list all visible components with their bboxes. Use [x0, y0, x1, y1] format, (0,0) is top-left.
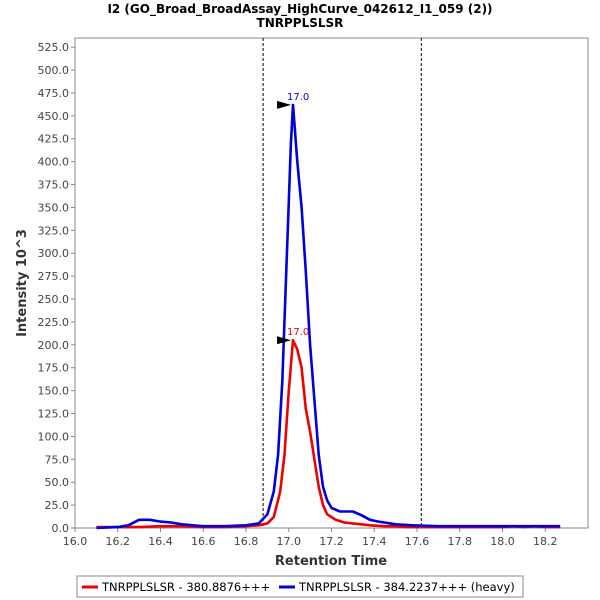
peak-label: 17.0	[287, 327, 309, 338]
x-axis-label: Retention Time	[275, 554, 387, 569]
x-tick-label: 16.0	[63, 535, 88, 548]
series-lines	[96, 103, 561, 530]
series-line-2	[96, 103, 561, 530]
y-tick-label: 75.0	[45, 453, 70, 466]
legend-box	[76, 575, 524, 598]
x-tick-label: 18.0	[490, 535, 515, 548]
legend-entry: TNRPPLSLSR - 380.8876+++	[101, 580, 270, 594]
y-tick-label: 350.0	[38, 201, 70, 214]
x-axis: 16.0 16.2 16.4 16.6 16.8 17.0 17.2 17.4 17.6 17.8…	[63, 528, 558, 548]
y-tick-label: 525.0	[38, 41, 70, 54]
chart-title: I2 (GO_Broad_BroadAssay_HighCurve_042612…	[107, 2, 492, 17]
y-axis: 0.0 25.0 50.0 75.0 100.0 125.0 150.0 175.0 200.0…	[38, 41, 75, 535]
legend: TNRPPLSLSR - 380.8876+++ TNRPPLSLSR - 384…	[82, 580, 515, 594]
x-tick-label: 16.8	[234, 535, 259, 548]
y-tick-label: 300.0	[38, 247, 70, 260]
x-tick-label: 16.2	[106, 535, 131, 548]
y-tick-label: 0.0	[52, 522, 70, 535]
y-tick-label: 50.0	[45, 476, 70, 489]
y-axis-label: Intensity 10^3	[15, 229, 30, 337]
peak-arrow-icon	[277, 100, 292, 109]
y-tick-label: 400.0	[38, 156, 70, 169]
chart-subtitle: TNRPPLSLSR	[257, 16, 344, 30]
legend-entry: TNRPPLSLSR - 384.2237+++ (heavy)	[298, 580, 515, 594]
y-tick-label: 100.0	[38, 430, 70, 443]
y-tick-label: 275.0	[38, 270, 70, 283]
x-tick-label: 17.6	[405, 535, 430, 548]
peak-annotations: 17.0 17.0	[277, 92, 309, 345]
x-tick-label: 16.6	[191, 535, 216, 548]
y-tick-label: 175.0	[38, 362, 70, 375]
y-tick-label: 450.0	[38, 110, 70, 123]
peak-boundaries	[262, 38, 422, 528]
y-tick-label: 250.0	[38, 293, 70, 306]
x-tick-label: 17.8	[448, 535, 473, 548]
x-tick-label: 17.4	[362, 535, 387, 548]
y-tick-label: 325.0	[38, 224, 70, 237]
y-tick-label: 200.0	[38, 339, 70, 352]
y-tick-label: 125.0	[38, 408, 70, 421]
y-tick-label: 25.0	[45, 499, 70, 512]
y-tick-label: 375.0	[38, 179, 70, 192]
x-tick-label: 16.4	[148, 535, 173, 548]
y-tick-label: 225.0	[38, 316, 70, 329]
peak-arrow-icon	[277, 336, 292, 345]
y-tick-label: 425.0	[38, 133, 70, 146]
x-tick-label: 17.0	[277, 535, 302, 548]
plot-area	[74, 37, 589, 529]
y-tick-label: 150.0	[38, 385, 70, 398]
x-tick-label: 18.2	[533, 535, 558, 548]
x-tick-label: 17.2	[319, 535, 344, 548]
y-tick-label: 500.0	[38, 64, 70, 77]
y-tick-label: 475.0	[38, 87, 70, 100]
peak-label: 17.0	[287, 92, 309, 103]
